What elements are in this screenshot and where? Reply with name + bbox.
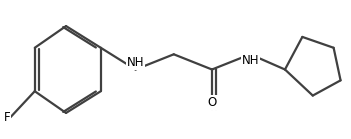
Text: O: O [207,96,217,109]
Text: NH: NH [241,54,259,67]
Text: F: F [4,111,11,124]
Text: NH: NH [127,56,144,70]
